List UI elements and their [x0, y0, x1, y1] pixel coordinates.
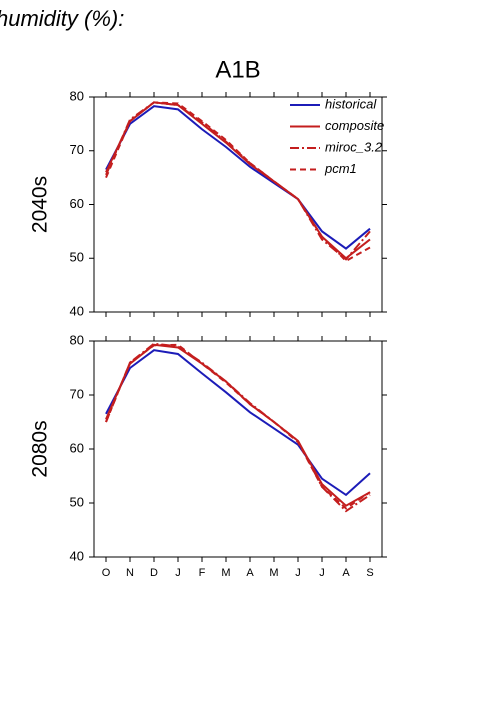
y-tick-label: 70: [70, 386, 84, 401]
x-tick-label: J: [175, 567, 181, 579]
x-tick-label: M: [269, 567, 278, 579]
y-axis-label: 2040s: [29, 176, 52, 233]
y-tick-label: 80: [70, 88, 84, 103]
series-line: [105, 343, 371, 507]
x-tick-label: D: [150, 567, 158, 579]
series-line: [105, 349, 371, 497]
y-tick-label: 40: [70, 303, 84, 318]
x-tick-label: A: [342, 567, 350, 579]
page-title: humidity (%):: [0, 6, 124, 31]
panel-title: A1B: [215, 56, 260, 83]
x-tick-label: N: [126, 567, 134, 579]
y-tick-label: 80: [70, 332, 84, 347]
y-axis-label: 2080s: [29, 420, 52, 477]
y-tick-label: 40: [70, 548, 84, 563]
x-tick-label: M: [221, 567, 230, 579]
x-tick-label: A: [246, 567, 254, 579]
series-line: [105, 101, 371, 263]
y-tick-label: 50: [70, 250, 84, 265]
plot-frame: [93, 340, 383, 558]
x-tick-label: S: [366, 567, 373, 579]
series-line: [105, 342, 371, 513]
legend-label: historical: [325, 96, 377, 111]
x-tick-label: O: [102, 567, 111, 579]
legend-label: miroc_3.2: [325, 139, 383, 154]
x-tick-label: J: [295, 567, 301, 579]
x-tick-label: J: [319, 567, 325, 579]
y-tick-label: 60: [70, 196, 84, 211]
y-tick-label: 50: [70, 494, 84, 509]
legend-label: composite: [325, 118, 384, 133]
y-tick-label: 70: [70, 142, 84, 157]
x-tick-label: F: [199, 567, 206, 579]
series-line: [105, 343, 371, 510]
y-tick-label: 60: [70, 440, 84, 455]
legend-label: pcm1: [324, 161, 357, 176]
series-line: [105, 105, 371, 250]
